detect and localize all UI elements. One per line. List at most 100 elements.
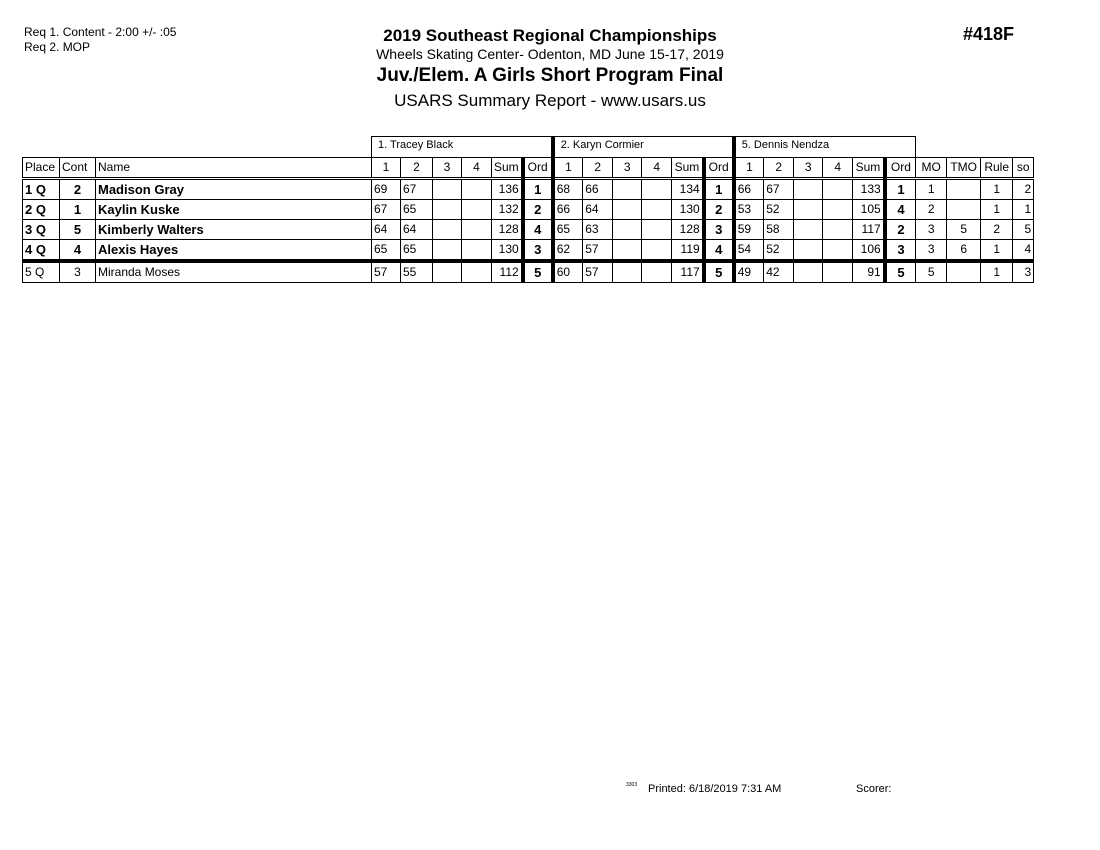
judge-2-score-sum: 119 <box>671 239 705 263</box>
judge-1-score-ord: 5 <box>520 260 554 283</box>
judge-1-score-ord: 3 <box>520 239 554 263</box>
judge-2-score-sum: 117 <box>671 260 705 283</box>
judge-1-score-ord: 2 <box>520 199 554 220</box>
header-rule: Rule <box>980 157 1014 180</box>
judge-1-score-2: 65 <box>400 239 433 263</box>
skater-name: Kimberly Walters <box>95 219 372 240</box>
header-place: Place <box>22 157 60 180</box>
judge-2-score-3 <box>612 199 643 220</box>
header-judge-3-col: Ord <box>882 157 917 180</box>
header-judge-2-col: 3 <box>612 157 643 180</box>
judge-1-score-2: 67 <box>400 178 433 200</box>
judge-1-score-3 <box>432 239 462 263</box>
result-row: 2 Q 1 Kaylin Kuske 67 65 132 2 66 64 130 2 53 52 105 4… <box>22 199 1035 220</box>
rule-cell: 1 <box>980 199 1014 220</box>
result-row: 1 Q 2 Madison Gray 69 67 136 1 68 66 134 1 66 67 133 1… <box>22 178 1035 200</box>
blank-cell <box>916 137 1034 158</box>
place-cell: 2 Q <box>22 199 60 220</box>
judge-2-score-sum: 128 <box>671 219 705 240</box>
judge-1-score-2: 65 <box>400 199 433 220</box>
judge-2-score-4 <box>641 178 673 200</box>
judge-1-score-3 <box>432 219 462 240</box>
so-cell: 1 <box>1012 199 1035 220</box>
place-cell: 5 Q <box>22 260 60 283</box>
judge-2-score-2: 64 <box>582 199 614 220</box>
judge-1-score-3 <box>432 199 462 220</box>
judge-1-score-3 <box>432 178 462 200</box>
header-judge-1-col: Sum <box>490 157 524 180</box>
so-cell: 4 <box>1012 239 1035 263</box>
judge-2-score-ord: 2 <box>701 199 735 220</box>
judge-3-score-4 <box>822 260 854 283</box>
venue-line: Wheels Skating Center- Odenton, MD June … <box>376 46 724 62</box>
place-cell: 4 Q <box>22 239 60 263</box>
judge-2-score-2: 66 <box>582 178 614 200</box>
judge-3-score-3 <box>793 199 824 220</box>
judge-3-score-ord: 1 <box>882 178 917 200</box>
judge-1-score-sum: 130 <box>490 239 524 263</box>
judge-2-score-ord: 4 <box>701 239 735 263</box>
judge-1-score-1: 65 <box>371 239 401 263</box>
requirement-2: Req 2. MOP <box>24 40 91 54</box>
judge-3-score-1: 54 <box>731 239 765 263</box>
header-cont: Cont <box>59 157 96 180</box>
judge-1-score-2: 64 <box>400 219 433 240</box>
header-judge-1-col: 1 <box>371 157 401 180</box>
judge-2-score-4 <box>641 219 673 240</box>
judge-2-score-sum: 134 <box>671 178 705 200</box>
judge-2-score-4 <box>641 260 673 283</box>
judge-1-score-sum: 128 <box>490 219 524 240</box>
judge-3-score-3 <box>793 260 824 283</box>
judge-3-score-1: 59 <box>731 219 765 240</box>
judge-2-score-3 <box>612 239 643 263</box>
judge-2-score-4 <box>641 239 673 263</box>
judge-3-score-3 <box>793 239 824 263</box>
requirement-1: Req 1. Content - 2:00 +/- :05 <box>24 25 177 39</box>
so-cell: 2 <box>1012 178 1035 200</box>
judge-2-score-1: 62 <box>550 239 584 263</box>
mo-cell: 5 <box>915 260 948 283</box>
judge-1-score-4 <box>461 178 492 200</box>
judge-3-score-2: 42 <box>763 260 795 283</box>
judge-3-score-ord: 4 <box>882 199 917 220</box>
judge-1-score-1: 64 <box>371 219 401 240</box>
judge-2-score-ord: 1 <box>701 178 735 200</box>
judge-1-score-3 <box>432 260 462 283</box>
judge-3-score-ord: 3 <box>882 239 917 263</box>
judge-1-score-1: 67 <box>371 199 401 220</box>
judge-2-score-ord: 3 <box>701 219 735 240</box>
judge-2-score-1: 66 <box>550 199 584 220</box>
place-cell: 3 Q <box>22 219 60 240</box>
judge-3-score-4 <box>822 239 854 263</box>
judge-2-score-1: 65 <box>550 219 584 240</box>
header-tmo: TMO <box>946 157 982 180</box>
header-judge-3-col: Sum <box>852 157 886 180</box>
judge-1-score-4 <box>461 260 492 283</box>
results-table: 1. Tracey Black 2. Karyn Cormier 5. Dennis… <box>22 136 1035 283</box>
cont-cell: 5 <box>59 219 96 240</box>
header-judge-2-col: 1 <box>550 157 584 180</box>
rule-cell: 1 <box>980 178 1014 200</box>
place-cell: 1 Q <box>22 178 60 200</box>
tmo-cell <box>946 199 982 220</box>
mo-cell: 3 <box>915 219 948 240</box>
header-name: Name <box>95 157 372 180</box>
skater-name: Kaylin Kuske <box>95 199 372 220</box>
judge-3-score-sum: 105 <box>852 199 886 220</box>
header-judge-2-col: 2 <box>582 157 614 180</box>
judge-3-score-3 <box>793 178 824 200</box>
judge-2-score-2: 63 <box>582 219 614 240</box>
rule-cell: 1 <box>980 239 1014 263</box>
judge-3-score-sum: 133 <box>852 178 886 200</box>
header-judge-2-col: Sum <box>671 157 705 180</box>
result-row: 5 Q 3 Miranda Moses 57 55 112 5 60 57 117 5 49 42 91 5… <box>22 260 1035 283</box>
header-judge-2-col: Ord <box>701 157 735 180</box>
judge-1-score-4 <box>461 199 492 220</box>
judge-2-score-4 <box>641 199 673 220</box>
judge-3-score-sum: 117 <box>852 219 886 240</box>
skater-name: Miranda Moses <box>95 260 372 283</box>
skater-name: Madison Gray <box>95 178 372 200</box>
judge-3-score-4 <box>822 178 854 200</box>
judge-3-score-1: 66 <box>731 178 765 200</box>
